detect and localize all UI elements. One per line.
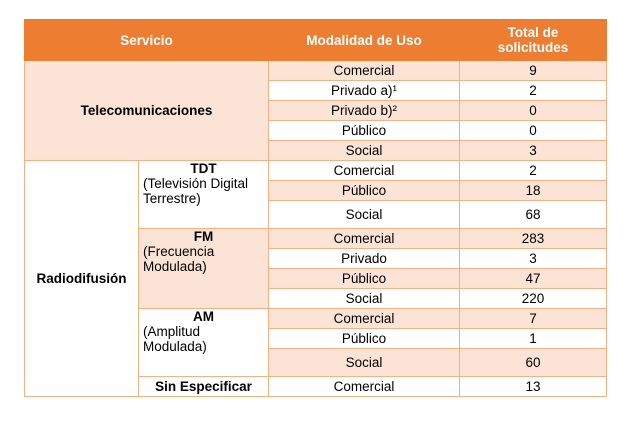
header-total-line1: Total de: [507, 25, 559, 40]
modalidad-cell: Comercial: [268, 160, 460, 181]
total-cell: 3: [459, 140, 607, 161]
header-total-line2: solicitudes: [497, 40, 569, 55]
total-cell: 18: [459, 180, 607, 201]
modalidad-cell: Comercial: [268, 60, 460, 81]
total-cell: 2: [459, 80, 607, 101]
total-cell: 47: [459, 268, 607, 289]
total-cell: 1: [459, 328, 607, 349]
group-am: AM (Amplitud Modulada): [138, 308, 269, 377]
requests-table: Servicio Modalidad de Uso Total de solic…: [24, 19, 607, 397]
group-sin-especificar: Sin Especificar: [138, 376, 269, 397]
group-fm: FM (Frecuencia Modulada): [138, 228, 269, 309]
group-tdt-desc: (Televisión Digital Terrestre): [143, 176, 249, 206]
header-modalidad: Modalidad de Uso: [268, 19, 460, 61]
modalidad-cell: Comercial: [268, 308, 460, 329]
group-tdt: TDT (Televisión Digital Terrestre): [138, 160, 269, 229]
table-row: Telecomunicaciones Comercial 9: [24, 60, 607, 161]
group-tdt-title: TDT: [190, 161, 217, 176]
table-row: FM (Frecuencia Modulada) Comercial 283: [24, 228, 607, 309]
header-servicio: Servicio: [24, 19, 269, 61]
group-fm-desc: (Frecuencia Modulada): [143, 244, 215, 274]
modalidad-cell: Comercial: [268, 228, 460, 249]
header-row: Servicio Modalidad de Uso Total de solic…: [24, 19, 607, 61]
modalidad-cell: Comercial: [268, 376, 460, 397]
total-cell: 60: [459, 348, 607, 377]
header-total: Total de solicitudes: [459, 19, 607, 61]
total-cell: 3: [459, 248, 607, 269]
modalidad-cell: Social: [268, 140, 460, 161]
total-cell: 68: [459, 200, 607, 229]
total-cell: 7: [459, 308, 607, 329]
modalidad-cell: Público: [268, 180, 460, 201]
group-fm-title: FM: [193, 229, 214, 244]
total-cell: 0: [459, 100, 607, 121]
modalidad-cell: Público: [268, 328, 460, 349]
modalidad-cell: Privado a)¹: [268, 80, 460, 101]
table-row: AM (Amplitud Modulada) Comercial 7: [24, 308, 607, 377]
modalidad-cell: Público: [268, 120, 460, 141]
modalidad-cell: Social: [268, 348, 460, 377]
service-telecom: Telecomunicaciones: [24, 60, 269, 161]
total-cell: 220: [459, 288, 607, 309]
table-row: Radiodifusión TDT (Televisión Digital Te…: [24, 160, 607, 397]
group-am-title: AM: [193, 309, 214, 324]
total-cell: 2: [459, 160, 607, 181]
table-row: Sin Especificar Comercial 13: [24, 376, 607, 397]
modalidad-cell: Social: [268, 288, 460, 309]
service-radio: Radiodifusión: [24, 160, 139, 397]
total-cell: 283: [459, 228, 607, 249]
total-cell: 9: [459, 60, 607, 81]
modalidad-cell: Público: [268, 268, 460, 289]
modalidad-cell: Privado: [268, 248, 460, 269]
modalidad-cell: Privado b)²: [268, 100, 460, 121]
group-am-desc: (Amplitud Modulada): [143, 324, 207, 354]
total-cell: 0: [459, 120, 607, 141]
total-cell: 13: [459, 376, 607, 397]
modalidad-cell: Social: [268, 200, 460, 229]
